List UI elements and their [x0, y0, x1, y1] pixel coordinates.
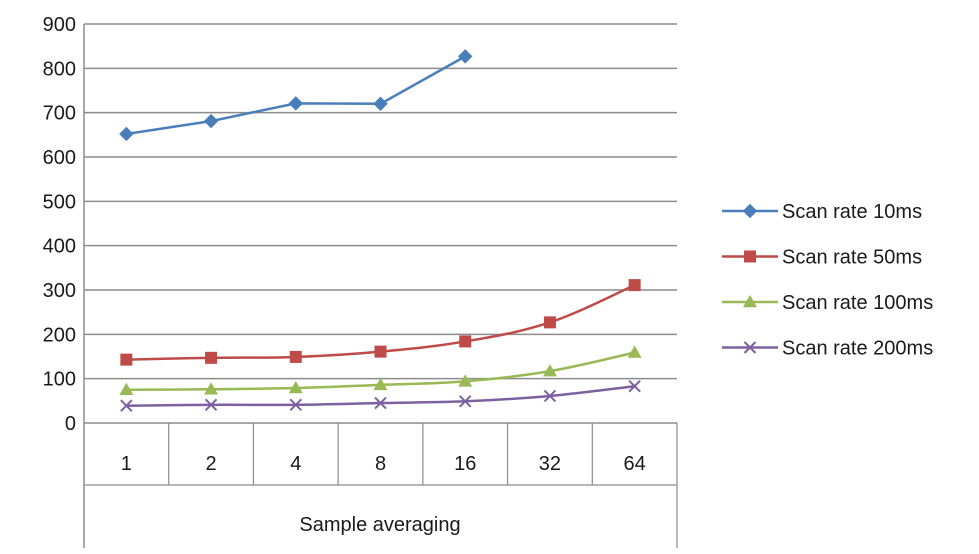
y-tick-label: 300 [43, 280, 76, 302]
legend-item: Scan rate 10ms [722, 201, 922, 223]
y-tick-label: 200 [43, 324, 76, 346]
data-point [288, 96, 303, 111]
series-4 [120, 379, 641, 412]
y-tick-label: 400 [43, 236, 76, 258]
data-point [203, 113, 219, 129]
data-point [744, 250, 756, 263]
data-point [458, 374, 473, 387]
legend-label: Scan rate 200ms [782, 338, 933, 360]
y-tick-label: 0 [65, 413, 76, 435]
gridlines [84, 23, 677, 424]
legend-label: Scan rate 100ms [782, 292, 933, 314]
y-tick-label: 800 [43, 58, 76, 80]
legend-item: Scan rate 100ms [722, 292, 933, 314]
x-axis-title: Sample averaging [299, 514, 460, 536]
data-point [543, 389, 557, 403]
data-point-stroke [374, 396, 387, 410]
data-point [119, 126, 134, 142]
y-tick-label: 100 [43, 369, 76, 391]
data-point [628, 379, 641, 393]
x-tick-label: 1 [121, 453, 132, 475]
data-point [373, 96, 388, 112]
data-point [120, 353, 133, 366]
data-point-stroke [120, 399, 133, 412]
data-point [205, 351, 218, 364]
data-point [743, 341, 757, 354]
y-axis-ticks: 0 100 200 300 400 500 600 700 800 900 [43, 14, 76, 435]
data-point-stroke [289, 398, 302, 412]
y-tick-label: 700 [43, 103, 76, 125]
data-point-stroke [204, 398, 218, 412]
data-point [743, 295, 757, 308]
legend-label: Scan rate 10ms [782, 201, 922, 223]
data-point [204, 398, 218, 412]
data-point [542, 364, 557, 377]
series-2 [120, 279, 641, 366]
data-point [543, 316, 556, 329]
x-tick-label: 8 [375, 453, 386, 475]
data-point-stroke [743, 341, 757, 354]
x-tick-label: 32 [539, 453, 561, 475]
data-point [204, 382, 219, 395]
data-point [373, 377, 388, 391]
legend-label: Scan rate 50ms [782, 247, 922, 269]
data-point [628, 279, 641, 292]
y-tick-label: 600 [43, 147, 76, 169]
data-point [374, 345, 387, 358]
plot-area [119, 49, 642, 412]
x-tick-label: 2 [206, 453, 217, 475]
legend-item: Scan rate 50ms [722, 247, 922, 269]
data-point [627, 345, 642, 358]
x-axis: Sample averaging 1 2 4 8 16 32 64 [83, 24, 678, 548]
data-point-stroke [459, 395, 472, 408]
data-point [459, 335, 472, 348]
data-point [119, 382, 134, 395]
legend: Scan rate 10ms Scan rate 50ms Scan rate 10… [722, 201, 933, 360]
data-point-stroke [543, 389, 557, 403]
data-point [288, 380, 303, 394]
data-point [374, 396, 387, 410]
series-3 [119, 345, 642, 395]
data-point [459, 395, 472, 408]
x-tick-label: 4 [290, 453, 301, 475]
data-point [289, 350, 302, 363]
data-point [120, 399, 133, 412]
data-point-stroke [628, 379, 641, 393]
data-point [458, 49, 473, 64]
y-tick-label: 900 [43, 14, 76, 36]
legend-item: Scan rate 200ms [722, 338, 933, 360]
y-tick-label: 500 [43, 191, 76, 213]
data-point [742, 203, 758, 219]
x-tick-label: 64 [624, 453, 646, 475]
data-point [289, 398, 302, 412]
x-tick-label: 16 [454, 453, 476, 475]
series-1 [119, 49, 473, 142]
